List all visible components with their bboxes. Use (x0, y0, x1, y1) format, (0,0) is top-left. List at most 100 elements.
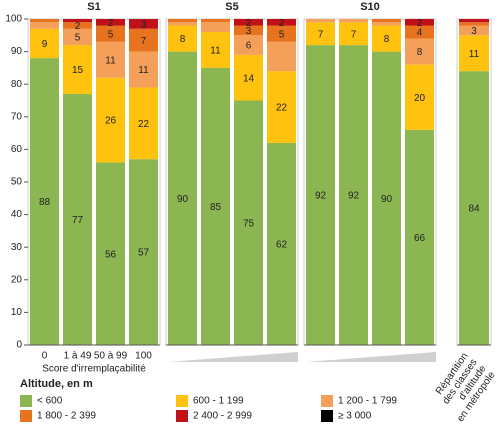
bar-segment (129, 87, 158, 160)
bar-segment (459, 22, 489, 26)
bar-segment (405, 25, 434, 39)
data-label: 7 (141, 36, 147, 47)
data-label: 22 (138, 119, 150, 130)
bar-segment (168, 25, 197, 52)
y-tick-label: 50 (11, 177, 23, 188)
y-tick-label: 20 (11, 274, 23, 285)
data-label: 6 (246, 41, 252, 52)
bar-segment (405, 64, 434, 130)
bar-segment (168, 19, 197, 23)
legend-label: 600 - 1 199 (193, 396, 244, 407)
x-tick-label: 100 (135, 351, 152, 362)
x-tick-label: 0 (42, 351, 48, 362)
bar-segment (30, 28, 59, 59)
y-tick-label: 60 (11, 144, 23, 155)
legend-label: < 600 (37, 396, 63, 407)
bar-segment (63, 45, 92, 94)
data-label: 11 (469, 49, 480, 60)
bar-segment (405, 129, 434, 345)
bar-segment (306, 22, 335, 46)
data-label: 7 (351, 29, 357, 40)
data-label: 2 (246, 18, 252, 29)
data-label: 90 (177, 194, 189, 205)
data-label: 9 (42, 39, 48, 50)
data-label: 8 (180, 34, 186, 45)
bar-segment (63, 93, 92, 345)
legend-swatch (20, 395, 32, 407)
bar-segment (129, 28, 158, 52)
data-label: 26 (105, 116, 117, 127)
data-label: 2 (279, 18, 285, 29)
bar-segment (30, 22, 59, 29)
data-label: 11 (138, 65, 149, 76)
bar-segment (129, 51, 158, 88)
bar-segment (459, 25, 489, 36)
panel-title: S10 (360, 1, 380, 13)
bar-segment (234, 54, 263, 101)
bar-segment (96, 162, 125, 345)
y-tick-label: 40 (11, 209, 23, 220)
data-label: 11 (105, 55, 116, 66)
x-tick-label: 50 à 99 (94, 351, 128, 362)
data-label: 4 (417, 28, 423, 39)
legend-swatch (321, 410, 333, 422)
x-tick-label: 1 à 49 (64, 351, 92, 362)
bar-segment (405, 38, 434, 65)
y-tick-label: 10 (11, 307, 23, 318)
bar-segment (63, 28, 92, 46)
legend-swatch (176, 410, 188, 422)
score-wedge (168, 352, 298, 362)
bar-segment (267, 71, 296, 143)
bar-segment (405, 19, 434, 26)
bar-segment (267, 142, 296, 345)
data-label: 22 (276, 103, 288, 114)
data-label: 85 (210, 202, 222, 213)
data-label: 8 (417, 47, 423, 58)
bar-segment (234, 35, 263, 55)
bar-segment (63, 19, 92, 23)
bar-segment (339, 19, 368, 23)
data-label: 5 (108, 29, 114, 40)
bar-segment (339, 45, 368, 346)
data-label: 84 (468, 204, 480, 215)
bar-segment (372, 51, 401, 345)
bar-segment (201, 22, 230, 33)
bar-segment (168, 51, 197, 345)
bar-segment (63, 22, 92, 29)
panel-title: S5 (225, 1, 238, 13)
legend-label: ≥ 3 000 (338, 411, 372, 422)
y-tick-label: 80 (11, 79, 23, 90)
legend-label: 1 800 - 2 399 (37, 411, 96, 422)
bar-segment (372, 22, 401, 26)
data-label: 66 (414, 233, 426, 244)
bar-segment (129, 159, 158, 345)
panel-title: S1 (87, 1, 100, 13)
data-label: 15 (72, 65, 84, 76)
y-tick-label: 90 (11, 46, 23, 57)
data-label: 75 (243, 218, 255, 229)
bar-segment (306, 19, 335, 23)
data-label: 2 (75, 21, 81, 32)
data-label: 77 (72, 215, 84, 226)
bar-segment (459, 35, 489, 72)
bar-segment (168, 22, 197, 26)
bar-segment (267, 19, 296, 26)
data-label: 8 (384, 34, 390, 45)
bar-segment (201, 32, 230, 68)
legend-title: Altitude, en m (20, 378, 93, 390)
data-label: 2 (417, 18, 423, 29)
data-label: 20 (414, 93, 426, 104)
bar-segment (201, 67, 230, 346)
legend-label: 2 400 - 2 999 (193, 411, 252, 422)
legend-swatch (20, 410, 32, 422)
y-tick-label: 0 (16, 340, 22, 351)
data-label: 3 (141, 20, 147, 31)
data-label: 62 (276, 240, 288, 251)
data-label: 3 (246, 26, 252, 37)
bar-segment (30, 19, 59, 23)
bar-segment (306, 45, 335, 346)
bar-segment (234, 25, 263, 36)
bar-segment (96, 25, 125, 42)
